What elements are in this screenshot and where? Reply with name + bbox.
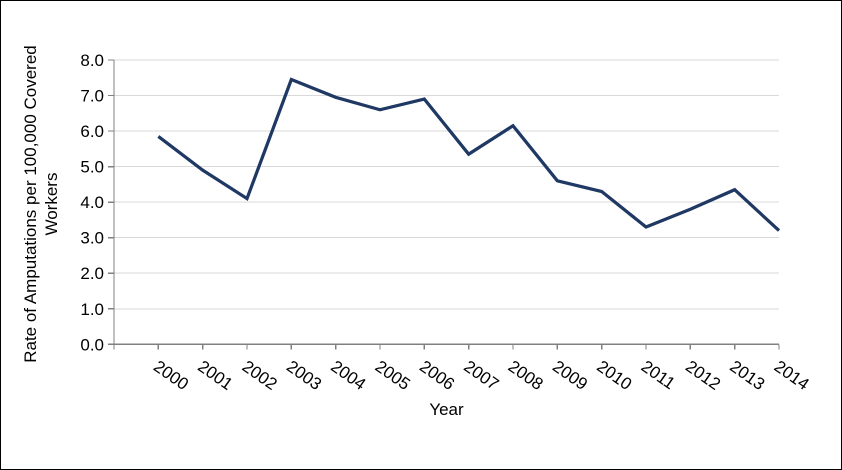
x-tick-label: 2011: [638, 357, 679, 394]
x-tick-label: 2002: [239, 357, 281, 394]
y-tick-label: 7.0: [80, 87, 104, 106]
x-tick-label: 2001: [194, 357, 236, 394]
x-tick-label: 2013: [726, 357, 768, 394]
y-tick-label: 1.0: [80, 300, 104, 319]
data-series-line: [157, 77, 781, 232]
x-tick-label: 2009: [549, 357, 591, 394]
x-tick-label: 2004: [327, 357, 369, 394]
y-tick-label: 2.0: [80, 264, 104, 283]
y-tick-label: 5.0: [80, 158, 104, 177]
x-tick-label: 2007: [460, 357, 502, 394]
y-tick-label: 8.0: [80, 51, 104, 70]
x-tick-label: 2003: [283, 357, 325, 394]
y-tick-label: 0.0: [80, 335, 104, 354]
x-tick-label: 2010: [593, 357, 635, 394]
x-tick-label: 2000: [150, 357, 192, 394]
x-tick-label: 2012: [682, 357, 724, 394]
x-tick-label: 2008: [505, 357, 547, 394]
x-tick-label: 2005: [372, 357, 414, 394]
y-axis-title: Rate of Amputations per 100,000 Covered …: [21, 45, 61, 363]
y-tick-label: 3.0: [80, 229, 104, 248]
x-axis-title: Year: [429, 400, 464, 419]
x-tick-label: 2006: [416, 357, 458, 394]
y-tick-label: 6.0: [80, 122, 104, 141]
x-tick-label: 2014: [771, 357, 813, 394]
y-tick-label: 4.0: [80, 193, 104, 212]
